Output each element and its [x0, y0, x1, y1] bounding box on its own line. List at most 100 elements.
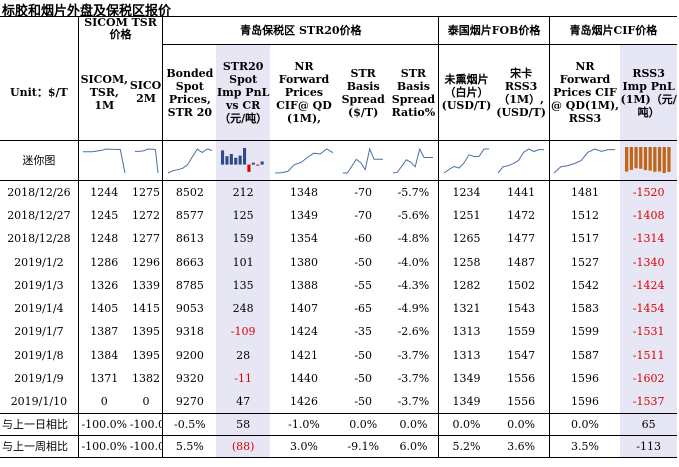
- cell-c7: -5.7%: [388, 180, 440, 204]
- cell-c7: -4.9%: [388, 296, 440, 321]
- sparkline-svg: [393, 147, 434, 173]
- sparkline-line: [134, 147, 159, 173]
- cell-c3: 9053: [175, 302, 204, 316]
- unit-header: Unit：$/T: [0, 44, 79, 141]
- col-header-unsmoked-sheet: 未熏烟片（白片）(USD/T): [438, 44, 494, 141]
- cell-c3: 8663: [175, 255, 204, 269]
- sparkline-svg: [443, 148, 489, 173]
- cell-c2: 1395: [129, 343, 164, 367]
- summary-cell-c6: 0.0%: [337, 413, 389, 436]
- cell-c9: 1477: [493, 227, 550, 251]
- sparkline-bar: [643, 146, 648, 170]
- sparkline-bar: [662, 146, 667, 173]
- table-row: 2019/1/2 1286 1296 8663 101 1380 -50 -4.0% 1258 1…: [0, 250, 677, 274]
- cell-c4: 135: [216, 273, 270, 297]
- cell-c1: 1244: [90, 185, 119, 199]
- sparkline-svg: [497, 147, 545, 173]
- cell-c1: 1286: [90, 255, 119, 269]
- cell-c8: 1313: [452, 348, 481, 362]
- cell-c5: 1354: [289, 232, 318, 246]
- table-row: 2019/1/4 1405 1415 9053 248 1407 -65 -4.9% 1321 1…: [0, 296, 677, 321]
- summary-label: 与上一周相比: [0, 435, 79, 458]
- cell-c9: 1543: [493, 296, 550, 321]
- cell-c6: -70: [354, 208, 373, 222]
- summary-cell-c10: 0.0%: [549, 413, 621, 436]
- table-row: 2019/1/3 1326 1339 8785 135 1388 -55 -4.3% 1282 1…: [0, 273, 677, 297]
- sparkline-bar: [667, 146, 671, 172]
- cell-c1: 1405: [90, 302, 119, 316]
- cell-c9: 1559: [493, 320, 550, 344]
- cell-c5: 1348: [289, 185, 318, 199]
- cell-c1: 1384: [90, 348, 119, 362]
- cell-c11: -1314: [620, 227, 677, 251]
- col-header-sicom-2m: SICOM,TSR, 2M: [129, 44, 164, 141]
- summary-cell-c11: -113: [620, 435, 677, 458]
- cell-c9: 1556: [493, 390, 550, 414]
- table-row: 2019/1/7 1387 1395 9318 -109 1424 -35 -2.6% 1313…: [0, 320, 677, 344]
- sparkline-svg: [274, 147, 334, 173]
- cell-c11: -1602: [620, 366, 677, 391]
- cell-c1: 1248: [90, 232, 119, 246]
- cell-c5: 1440: [289, 372, 318, 386]
- cell-c10: 1542: [570, 278, 599, 292]
- sparkline-bar: [256, 164, 260, 166]
- sparkline-line: [497, 147, 545, 173]
- row-date: 2019/1/3: [0, 273, 79, 297]
- cell-c11: -1454: [620, 296, 677, 321]
- summary-cell-c8: 5.2%: [438, 435, 494, 458]
- cell-c11: -1520: [620, 180, 677, 204]
- summary-cell-c2: -100.0%: [129, 435, 164, 458]
- summary-cell-c4: 58: [216, 413, 270, 436]
- cell-c7: -3.7%: [388, 343, 440, 367]
- sparkline: [388, 140, 440, 181]
- summary-row: 与上一日相比-100.0%-100.0%-0.5%58-1.0%0.0%0.0%…: [0, 413, 677, 436]
- cell-c11: -1511: [620, 343, 677, 367]
- summary-cell-c3: 5.5%: [162, 435, 217, 458]
- cell-c8: 1258: [452, 255, 481, 269]
- cell-c1: 1371: [90, 372, 119, 386]
- cell-c4: 47: [216, 390, 270, 414]
- sparkline-svg: [134, 147, 159, 173]
- sparkline-bar: [225, 155, 229, 165]
- sparkline-bar: [247, 164, 251, 172]
- sparkline-line: [443, 148, 489, 173]
- sparkline-bar: [238, 155, 242, 165]
- summary-cell-c9: 0.0%: [493, 413, 550, 436]
- sparkline-svg: [83, 147, 126, 173]
- cell-c8: 1251: [452, 208, 481, 222]
- cell-c4: -109: [216, 320, 270, 344]
- summary-cell-c1: -100.0%: [78, 413, 130, 436]
- cell-c11: -1408: [620, 203, 677, 228]
- sparkline-line: [554, 147, 616, 173]
- group-qingdao-str20: 青岛保税区 STR20价格: [162, 16, 440, 45]
- cell-c4: -11: [216, 366, 270, 391]
- cell-c2: 1395: [129, 320, 164, 344]
- cell-c3: 8577: [175, 208, 204, 222]
- cell-c5: 1407: [289, 302, 318, 316]
- summary-cell-c5: -1.0%: [269, 413, 338, 436]
- sparkline-svg: [167, 147, 212, 173]
- summary-cell-c1: -100.0%: [78, 435, 130, 458]
- summary-cell-c4: (88): [216, 435, 270, 458]
- cell-c11: -1531: [620, 320, 677, 344]
- sparkline-bar: [634, 146, 638, 168]
- cell-c3: 8502: [175, 185, 204, 199]
- sparkline-bar: [629, 146, 634, 170]
- sparkline-bar: [653, 146, 657, 172]
- sparkline-bar: [260, 161, 264, 165]
- cell-c6: -50: [354, 348, 373, 362]
- sparkline: [162, 140, 217, 181]
- cell-c6: -50: [337, 390, 389, 414]
- cell-c2: 1272: [129, 203, 164, 228]
- summary-cell-c5: 3.0%: [269, 435, 338, 458]
- sparkline-svg: [343, 146, 384, 173]
- sparkline-line: [274, 147, 334, 173]
- cell-c9: 1487: [493, 250, 550, 274]
- cell-c8: 1282: [452, 278, 481, 292]
- cell-c1: 0: [78, 390, 130, 414]
- cell-c8: 1321: [452, 302, 481, 316]
- row-date: 2018/12/26: [0, 180, 79, 204]
- sparkline-svg: [625, 146, 671, 173]
- cell-c4: 125: [216, 203, 270, 228]
- cell-c8: 1349: [438, 390, 494, 414]
